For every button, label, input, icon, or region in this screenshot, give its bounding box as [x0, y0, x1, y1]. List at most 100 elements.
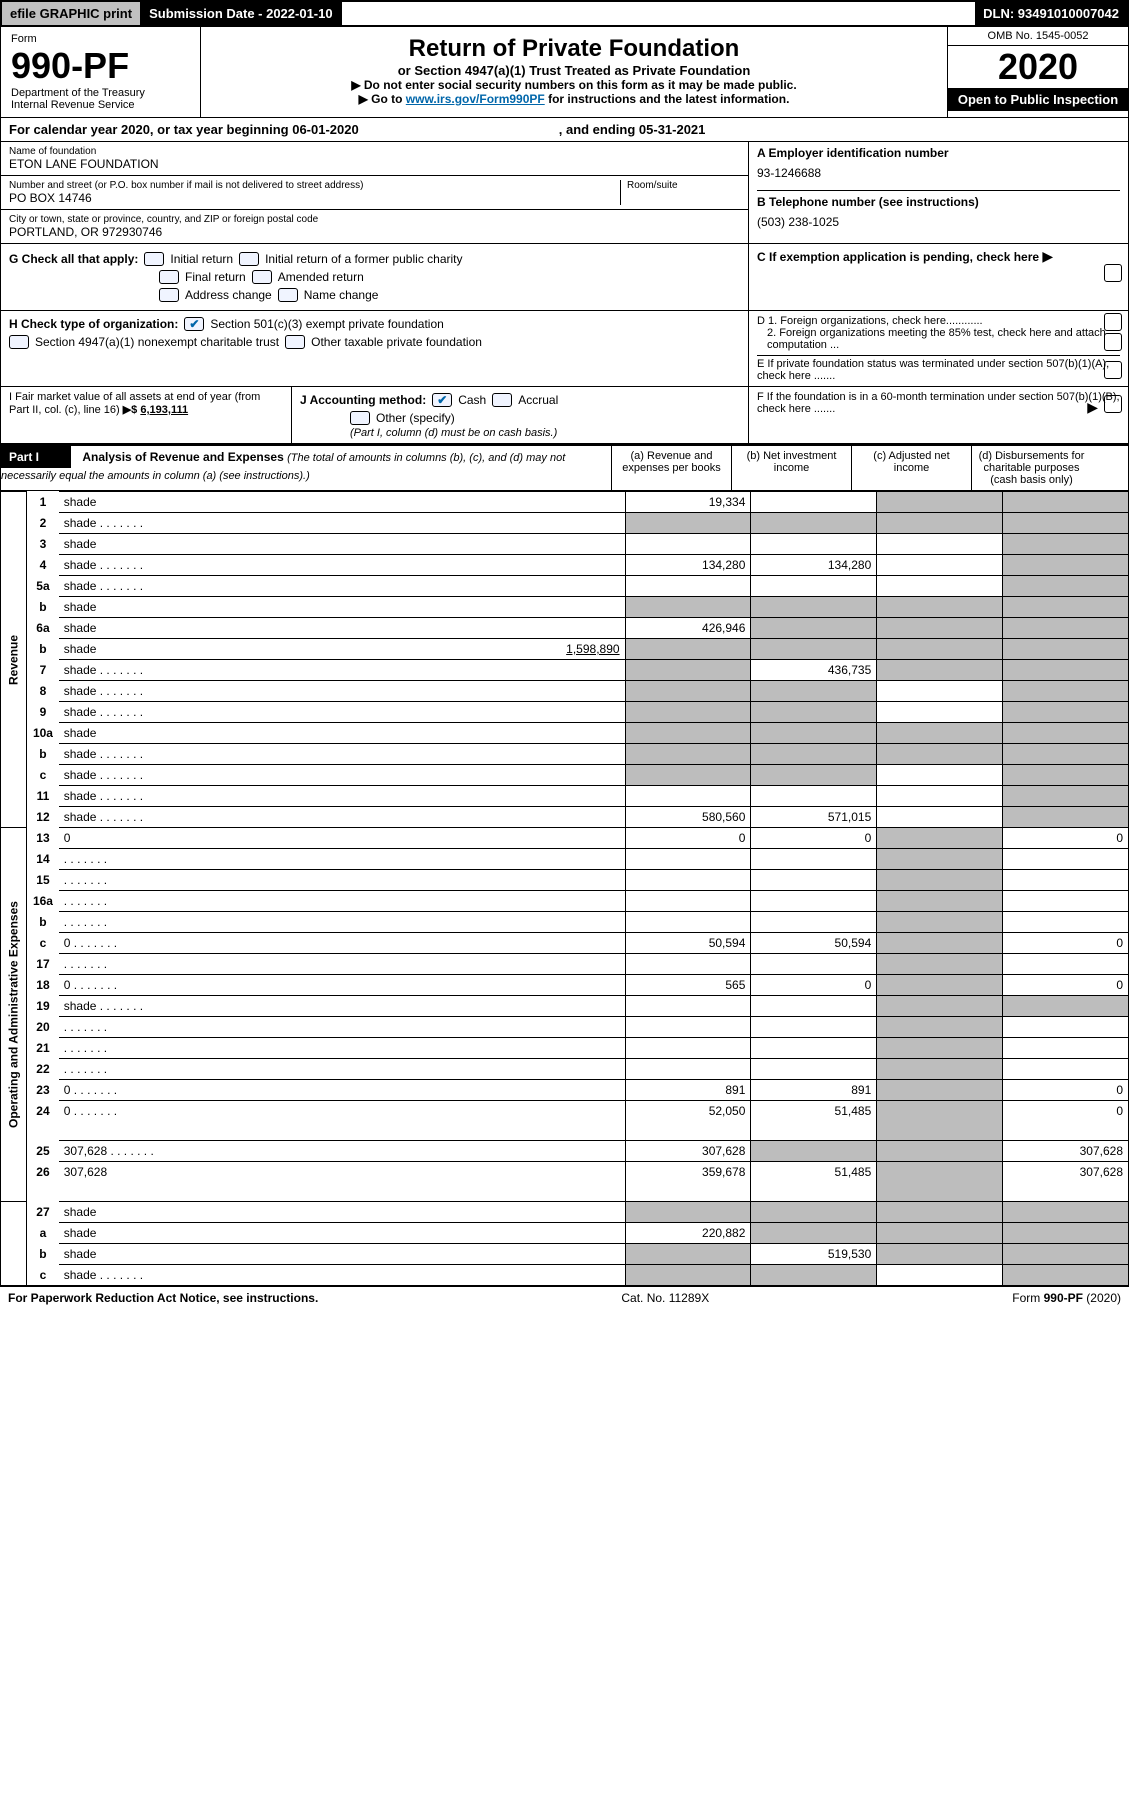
dln: DLN: 93491010007042: [975, 2, 1127, 25]
line-26: 26307,628359,67851,485307,628: [1, 1162, 1129, 1202]
chk-initial[interactable]: [144, 252, 164, 266]
c-arrow: ▶: [1042, 248, 1053, 264]
c-chk[interactable]: [1104, 264, 1122, 282]
f-chk[interactable]: [1104, 395, 1122, 413]
i-val: 6,193,111: [140, 404, 188, 416]
line-18: 180 . . . . . . .56500: [1, 975, 1129, 996]
ij-block: I Fair market value of all assets at end…: [0, 387, 1129, 444]
line-20: 20 . . . . . . .: [1, 1017, 1129, 1038]
a-val: 93-1246688: [757, 160, 1120, 190]
line-10a: 10ashade: [1, 723, 1129, 744]
d1: D 1. Foreign organizations, check here..…: [757, 315, 1120, 327]
line-2: 2shade . . . . . . .: [1, 513, 1129, 534]
header-center: Return of Private Foundation or Section …: [201, 27, 948, 117]
line-b: bshade 1,598,890: [1, 639, 1129, 660]
d2-chk[interactable]: [1104, 333, 1122, 351]
de-block: D 1. Foreign organizations, check here..…: [748, 311, 1128, 386]
name-label: Name of foundation: [9, 146, 740, 157]
chk-initial-former[interactable]: [239, 252, 259, 266]
form-title: Return of Private Foundation: [209, 35, 939, 63]
e-chk[interactable]: [1104, 361, 1122, 379]
inst2-link[interactable]: www.irs.gov/Form990PF: [406, 92, 545, 106]
part1-label: Part I: [1, 446, 71, 468]
omb: OMB No. 1545-0052: [948, 27, 1128, 46]
footer-mid: Cat. No. 11289X: [621, 1291, 709, 1305]
h-left: H Check type of organization: ✔Section 5…: [1, 311, 748, 386]
line-b: bshade . . . . . . .: [1, 744, 1129, 765]
chk-other-method[interactable]: [350, 411, 370, 425]
c-block: C If exemption application is pending, c…: [748, 244, 1128, 310]
line-12: 12shade . . . . . . .580,560571,015: [1, 807, 1129, 828]
chk-address[interactable]: [159, 288, 179, 302]
opt-name: Name change: [304, 288, 379, 302]
foundation-name: ETON LANE FOUNDATION: [9, 157, 740, 171]
d2: 2. Foreign organizations meeting the 85%…: [757, 327, 1120, 351]
h-line2: Section 4947(a)(1) nonexempt charitable …: [9, 333, 740, 351]
line-3: 3shade: [1, 534, 1129, 555]
name-cell: Name of foundation ETON LANE FOUNDATION: [1, 142, 748, 176]
opt-initial-former: Initial return of a former public charit…: [265, 252, 462, 266]
line-16a: 16a . . . . . . .: [1, 891, 1129, 912]
chk-other-tax[interactable]: [285, 335, 305, 349]
opt-address: Address change: [185, 288, 272, 302]
f-arrow: ▶: [1087, 399, 1098, 416]
chk-501c3[interactable]: ✔: [184, 317, 204, 331]
line-c: cshade . . . . . . .: [1, 1265, 1129, 1286]
line-a: ashade220,882: [1, 1223, 1129, 1244]
header-left: Form 990-PF Department of the Treasury I…: [1, 27, 201, 117]
g-label: G Check all that apply:: [9, 252, 138, 266]
d1-chk[interactable]: [1104, 313, 1122, 331]
line-9: 9shade . . . . . . .: [1, 702, 1129, 723]
form-header: Form 990-PF Department of the Treasury I…: [0, 27, 1129, 118]
opt-4947: Section 4947(a)(1) nonexempt charitable …: [35, 335, 279, 349]
footnote: For Paperwork Reduction Act Notice, see …: [0, 1286, 1129, 1309]
f-block: F If the foundation is in a 60-month ter…: [748, 387, 1128, 443]
city-cell: City or town, state or province, country…: [1, 210, 748, 243]
line-7: 7shade . . . . . . .436,735: [1, 660, 1129, 681]
chk-4947[interactable]: [9, 335, 29, 349]
g-block: G Check all that apply: Initial return I…: [1, 244, 748, 310]
cal-text: For calendar year 2020, or tax year begi…: [9, 122, 359, 137]
opt-amended: Amended return: [278, 270, 364, 284]
h-block: H Check type of organization: ✔Section 5…: [0, 311, 1129, 387]
b-label: B Telephone number (see instructions): [757, 190, 1120, 209]
line-4: 4shade . . . . . . .134,280134,280: [1, 555, 1129, 576]
opt-cash: Cash: [458, 393, 486, 407]
part1-table: Revenue1shade19,3342shade . . . . . . .3…: [0, 491, 1129, 1286]
chk-cash[interactable]: ✔: [432, 393, 452, 407]
c-label: C If exemption application is pending, c…: [757, 250, 1039, 264]
j-block: J Accounting method: ✔Cash Accrual Other…: [291, 387, 748, 443]
line-24: 240 . . . . . . .52,05051,4850: [1, 1101, 1129, 1141]
line-21: 21 . . . . . . .: [1, 1038, 1129, 1059]
col-a: (a) Revenue and expenses per books: [611, 446, 731, 490]
chk-name[interactable]: [278, 288, 298, 302]
col-c: (c) Adjusted net income: [851, 446, 971, 490]
dept: Department of the Treasury: [11, 87, 190, 99]
j-label: J Accounting method:: [300, 393, 426, 407]
calendar-row: For calendar year 2020, or tax year begi…: [0, 118, 1129, 142]
opt-other-method: Other (specify): [376, 411, 455, 425]
chk-final[interactable]: [159, 270, 179, 284]
efile-btn[interactable]: efile GRAPHIC print: [2, 2, 141, 25]
j-line: J Accounting method: ✔Cash Accrual: [300, 391, 740, 409]
i-block: I Fair market value of all assets at end…: [1, 387, 291, 443]
form-subtitle: or Section 4947(a)(1) Trust Treated as P…: [209, 63, 939, 78]
line-27: 27shade: [1, 1202, 1129, 1223]
opt-final: Final return: [185, 270, 246, 284]
addr-label: Number and street (or P.O. box number if…: [9, 180, 620, 191]
e-label: E If private foundation status was termi…: [757, 355, 1120, 382]
b-val: (503) 238-1025: [757, 209, 1120, 235]
col-d: (d) Disbursements for charitable purpose…: [971, 446, 1091, 490]
chk-accrual[interactable]: [492, 393, 512, 407]
line-8: 8shade . . . . . . .: [1, 681, 1129, 702]
addr-cell: Number and street (or P.O. box number if…: [1, 176, 748, 210]
inst2-pre: ▶ Go to: [359, 92, 406, 106]
g-line2: Final return Amended return: [9, 268, 740, 286]
line-6a: 6ashade426,946: [1, 618, 1129, 639]
gh-block: G Check all that apply: Initial return I…: [0, 244, 1129, 311]
g-line3: Address change Name change: [9, 286, 740, 304]
line-22: 22 . . . . . . .: [1, 1059, 1129, 1080]
line-c: cshade . . . . . . .: [1, 765, 1129, 786]
chk-amended[interactable]: [252, 270, 272, 284]
addr: PO BOX 14746: [9, 191, 620, 205]
